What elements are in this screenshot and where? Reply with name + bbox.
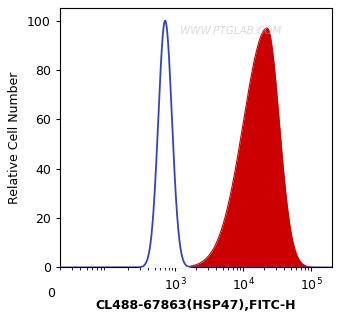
X-axis label: CL488-67863(HSP47),FITC-H: CL488-67863(HSP47),FITC-H xyxy=(96,299,296,312)
Y-axis label: Relative Cell Number: Relative Cell Number xyxy=(8,72,21,204)
Text: WWW.PTGLAB.COM: WWW.PTGLAB.COM xyxy=(181,27,282,36)
Text: 0: 0 xyxy=(48,287,55,300)
